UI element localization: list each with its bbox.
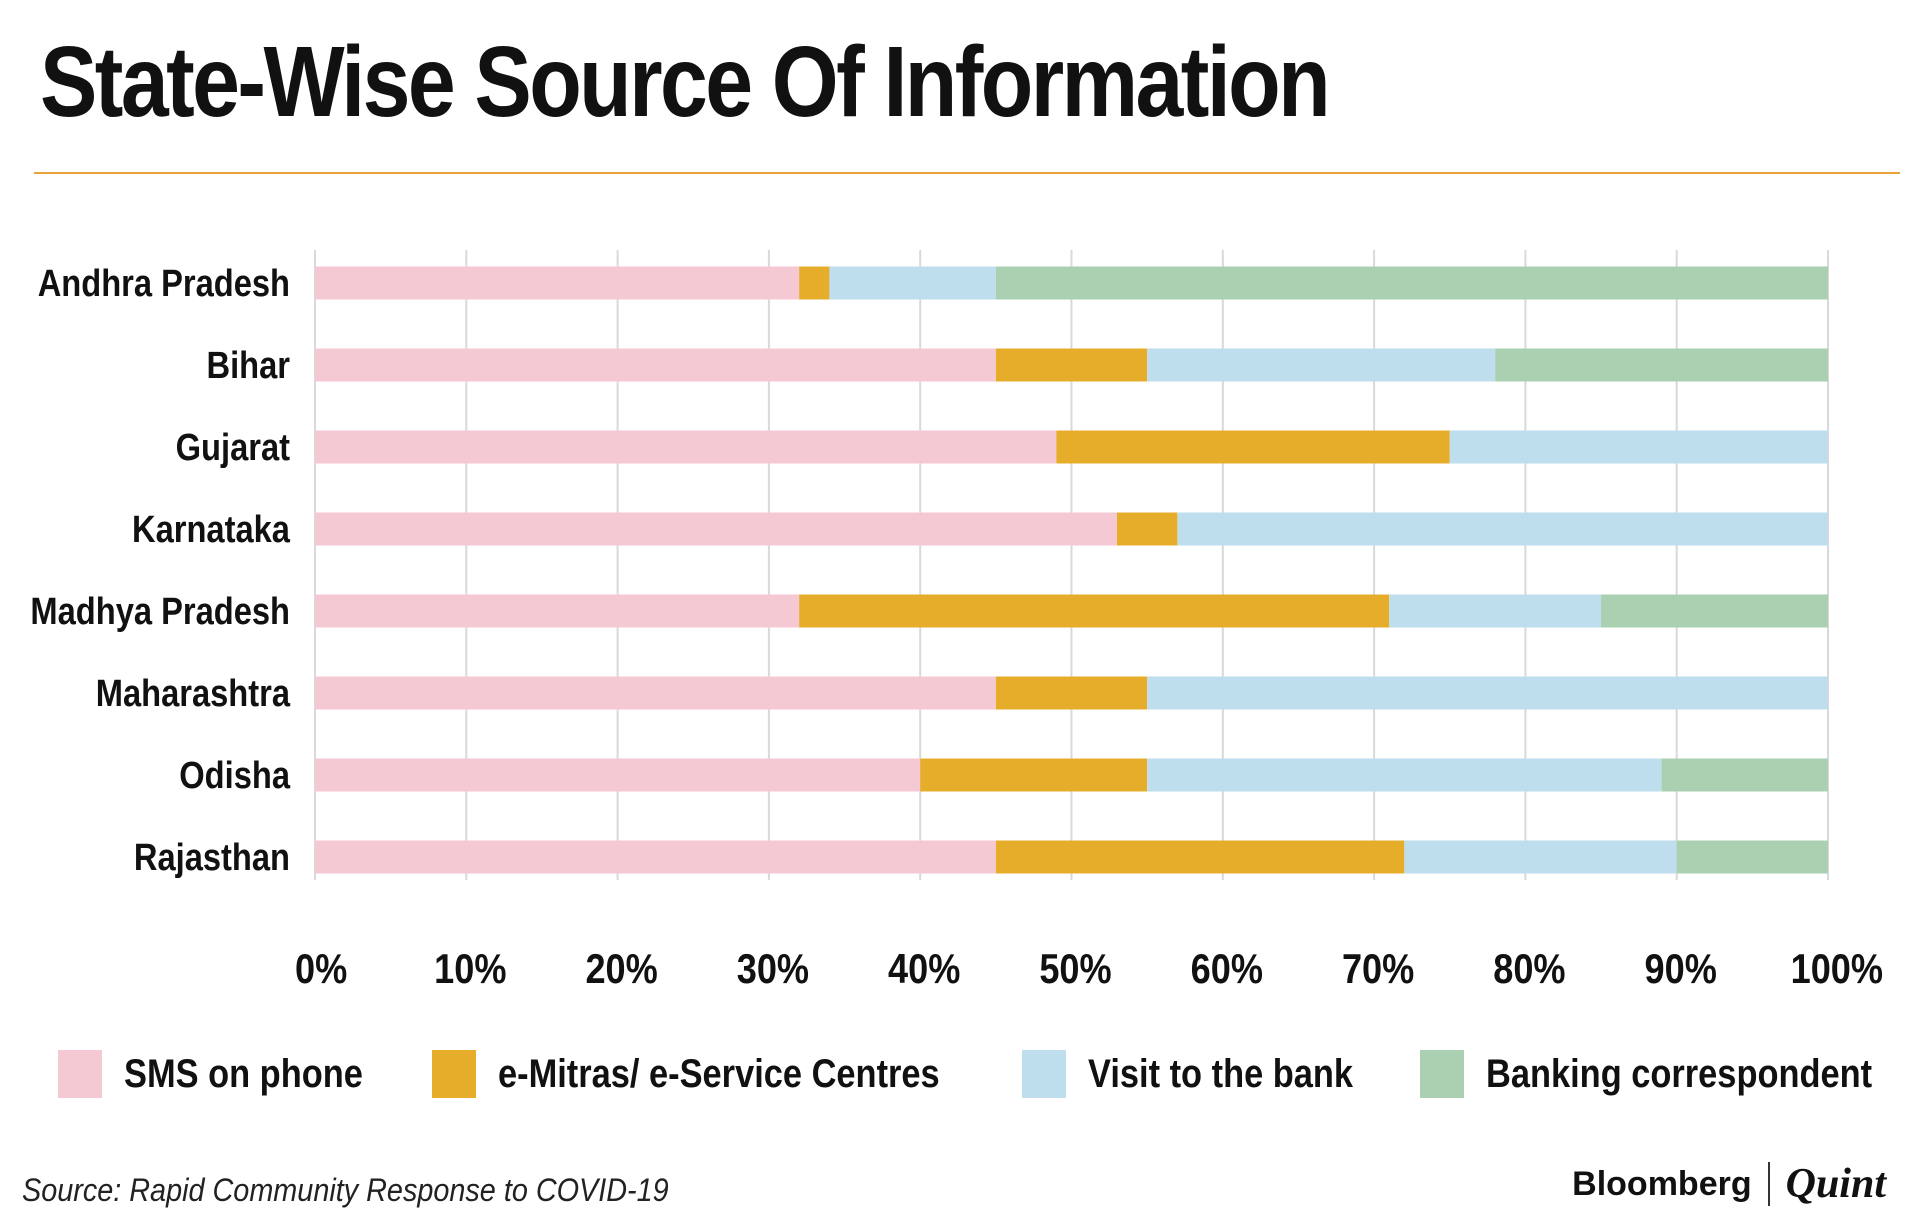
x-tick-label-70: 70% <box>1342 947 1414 993</box>
legend-label-banking-correspondent: Banking correspondent <box>1486 1051 1873 1096</box>
legend-swatch-bank-visit <box>1022 1050 1066 1098</box>
brand-bloomberg: Bloomberg <box>1572 1164 1752 1203</box>
category-label-gujarat: Gujarat <box>176 426 291 469</box>
brand-logo: Bloomberg Quint <box>1572 1160 1886 1208</box>
bar-bihar-sms-on-phone <box>315 348 996 382</box>
category-label-rajasthan: Rajasthan <box>134 836 290 879</box>
bar-maharashtra-visit-to-the-bank <box>1147 676 1828 710</box>
bar-rajasthan-visit-to-the-bank <box>1404 840 1677 874</box>
bar-madhya-pradesh-sms-on-phone <box>315 594 800 628</box>
bar-karnataka-e-mitras-e-service-centres <box>1116 512 1178 546</box>
category-label-bihar: Bihar <box>207 344 291 387</box>
bar-madhya-pradesh-banking-correspondent <box>1601 594 1828 628</box>
legend-swatch-sms <box>58 1050 102 1098</box>
bar-karnataka-sms-on-phone <box>315 512 1117 546</box>
bar-odisha-banking-correspondent <box>1661 758 1828 792</box>
x-tick-label-0: 0% <box>295 947 347 993</box>
bar-rajasthan-banking-correspondent <box>1676 840 1828 874</box>
bar-rajasthan-sms-on-phone <box>315 840 996 874</box>
x-tick-label-100: 100% <box>1791 947 1883 993</box>
stacked-bar-chart: Andhra Pradesh Bihar Gujarat Karnataka Madhy… <box>30 250 1883 993</box>
legend-label-emitras: e-Mitras/ e-Service Centres <box>498 1051 940 1096</box>
x-tick-label-10: 10% <box>434 947 506 993</box>
legend-label-sms: SMS on phone <box>124 1051 363 1096</box>
x-tick-label-50: 50% <box>1039 947 1111 993</box>
x-tick-label-40: 40% <box>888 947 960 993</box>
bars <box>315 266 1828 874</box>
bar-bihar-e-mitras-e-service-centres <box>995 348 1148 382</box>
x-tick-label-30: 30% <box>737 947 809 993</box>
bar-maharashtra-e-mitras-e-service-centres <box>995 676 1148 710</box>
category-label-andhra-pradesh: Andhra Pradesh <box>38 262 290 305</box>
brand-separator <box>1767 1162 1770 1206</box>
legend-swatch-emitras <box>432 1050 476 1098</box>
legend: SMS on phone e-Mitras/ e-Service Centres… <box>0 1040 1920 1110</box>
bar-andhra-pradesh-banking-correspondent <box>995 266 1828 300</box>
legend-swatch-banking-correspondent <box>1420 1050 1464 1098</box>
legend-item-sms: SMS on phone <box>58 1050 402 1098</box>
bar-maharashtra-sms-on-phone <box>315 676 996 710</box>
category-label-odisha: Odisha <box>179 754 290 797</box>
bar-odisha-e-mitras-e-service-centres <box>920 758 1148 792</box>
legend-item-bank-visit: Visit to the bank <box>1022 1050 1396 1098</box>
x-tick-label-90: 90% <box>1645 947 1717 993</box>
category-labels: Andhra Pradesh Bihar Gujarat Karnataka Madhy… <box>30 262 290 879</box>
bar-andhra-pradesh-sms-on-phone <box>315 266 800 300</box>
category-label-karnataka: Karnataka <box>132 508 290 551</box>
x-tick-label-60: 60% <box>1191 947 1263 993</box>
bar-rajasthan-e-mitras-e-service-centres <box>995 840 1405 874</box>
bar-andhra-pradesh-visit-to-the-bank <box>829 266 996 300</box>
category-label-madhya-pradesh: Madhya Pradesh <box>30 590 290 633</box>
bar-bihar-banking-correspondent <box>1495 348 1828 382</box>
chart-title: State-Wise Source Of Information <box>40 26 1331 138</box>
category-label-maharashtra: Maharashtra <box>96 672 291 715</box>
bar-karnataka-visit-to-the-bank <box>1177 512 1828 546</box>
brand-quint: Quint <box>1785 1161 1886 1207</box>
bar-odisha-visit-to-the-bank <box>1147 758 1662 792</box>
bar-madhya-pradesh-visit-to-the-bank <box>1389 594 1602 628</box>
bar-gujarat-sms-on-phone <box>315 430 1057 464</box>
title-divider <box>34 172 1900 174</box>
x-tick-labels: 0% 10% 20% 30% 40% 50% 60% 70% 80% 90% 100% <box>295 947 1883 993</box>
x-tick-label-20: 20% <box>585 947 657 993</box>
bar-gujarat-visit-to-the-bank <box>1449 430 1828 464</box>
legend-item-emitras: e-Mitras/ e-Service Centres <box>432 1050 1012 1098</box>
bar-bihar-visit-to-the-bank <box>1147 348 1496 382</box>
legend-label-bank-visit: Visit to the bank <box>1088 1051 1354 1096</box>
bar-andhra-pradesh-e-mitras-e-service-centres <box>799 266 830 300</box>
bar-madhya-pradesh-e-mitras-e-service-centres <box>799 594 1390 628</box>
bar-odisha-sms-on-phone <box>315 758 921 792</box>
bar-gujarat-e-mitras-e-service-centres <box>1056 430 1450 464</box>
source-note: Source: Rapid Community Response to COVI… <box>22 1172 669 1208</box>
x-tick-label-80: 80% <box>1493 947 1565 993</box>
legend-item-banking-correspondent: Banking correspondent <box>1420 1050 1920 1098</box>
